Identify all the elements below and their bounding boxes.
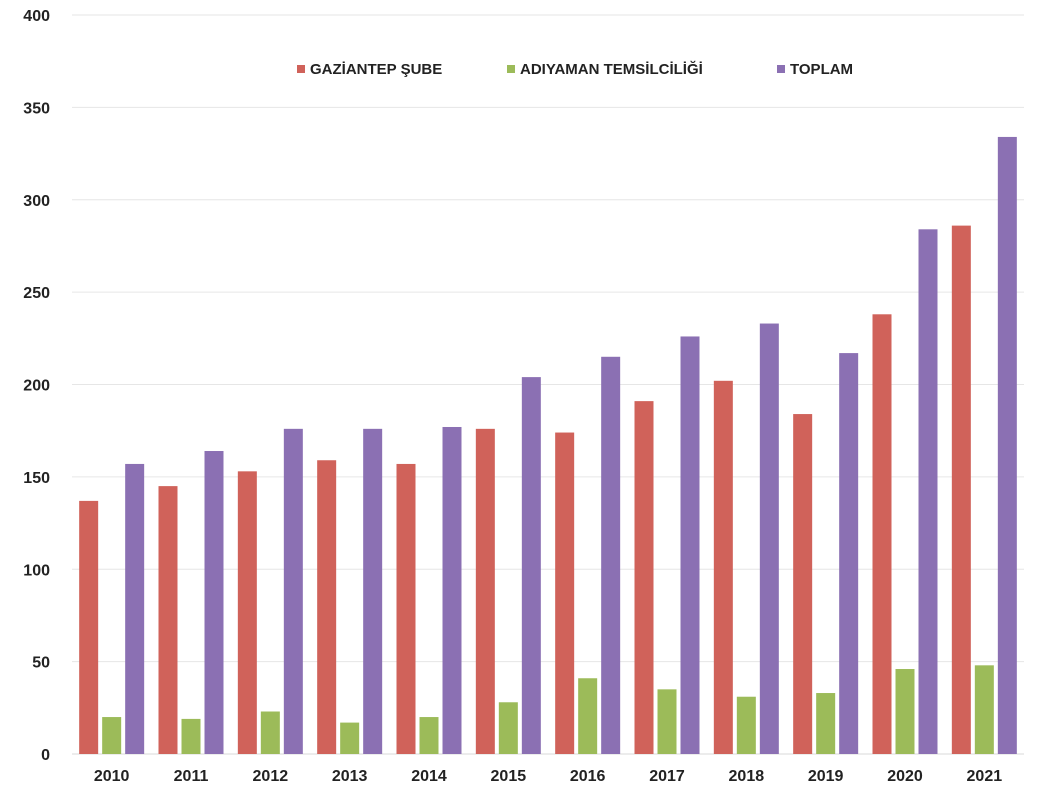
bar-2020-series-3: [918, 229, 938, 754]
bar-2011-series-1: [158, 486, 178, 754]
bar-2014-series-1: [396, 463, 416, 754]
y-tick-label: 100: [23, 562, 50, 579]
legend-label: GAZİANTEP ŞUBE: [310, 61, 442, 78]
bar-2017-series-1: [634, 401, 654, 754]
x-tick-label: 2011: [174, 768, 209, 785]
x-tick-label: 2012: [253, 768, 289, 785]
y-tick-label: 200: [23, 378, 50, 395]
x-tick-label: 2017: [649, 768, 685, 785]
x-tick-label: 2010: [94, 768, 130, 785]
bars: [79, 136, 1017, 755]
x-tick-label: 2016: [570, 768, 606, 785]
y-tick-label: 250: [23, 285, 50, 302]
bar-2015-series-1: [475, 428, 495, 754]
x-tick-label: 2015: [491, 768, 527, 785]
legend-swatch: [507, 65, 515, 73]
bar-2010-series-3: [125, 463, 145, 754]
bar-2012-series-3: [283, 428, 303, 754]
x-tick-label: 2018: [729, 768, 765, 785]
bar-2015-series-2: [498, 702, 518, 754]
bar-2011-series-3: [204, 451, 224, 754]
bar-2010-series-2: [102, 717, 122, 754]
y-tick-label: 400: [23, 8, 50, 25]
bar-2014-series-2: [419, 717, 439, 754]
bar-2020-series-2: [895, 669, 915, 754]
bar-2012-series-1: [237, 471, 257, 754]
bar-2018-series-2: [736, 696, 756, 754]
y-tick-label: 300: [23, 193, 50, 210]
bar-2011-series-2: [181, 718, 201, 754]
bar-2021-series-2: [974, 665, 994, 754]
bar-2021-series-1: [951, 225, 971, 755]
legend-swatch: [297, 65, 305, 73]
gridlines: [72, 14, 1024, 755]
x-axis-ticks: 2010 2011 2012 2013 2014 2015 2016 2017 2018 2019…: [94, 768, 1002, 785]
x-tick-label: 2019: [808, 768, 844, 785]
bar-2019-series-2: [816, 693, 836, 754]
x-tick-label: 2013: [332, 768, 368, 785]
bar-2016-series-2: [578, 678, 598, 754]
bar-2017-series-3: [680, 336, 700, 754]
legend-label: ADIYAMAN TEMSİLCİLİĞİ: [520, 60, 703, 78]
bar-2015-series-3: [521, 377, 541, 754]
y-tick-label: 0: [41, 747, 50, 764]
bar-2018-series-1: [713, 380, 733, 754]
bar-2019-series-3: [839, 353, 859, 754]
bar-2012-series-2: [260, 711, 280, 754]
bar-2010-series-1: [79, 500, 99, 754]
bar-2013-series-3: [363, 428, 383, 754]
y-tick-label: 50: [32, 655, 50, 672]
bar-2021-series-3: [997, 136, 1017, 754]
y-axis-ticks: 0 50 100 150 200 250 300 350 400: [23, 8, 50, 764]
x-tick-label: 2020: [887, 768, 923, 785]
bar-2020-series-1: [872, 314, 892, 754]
bar-2014-series-3: [442, 426, 462, 754]
bar-2018-series-3: [759, 323, 779, 754]
bar-2013-series-1: [317, 460, 337, 754]
x-tick-label: 2021: [967, 768, 1003, 785]
y-tick-label: 150: [23, 470, 50, 487]
bar-2013-series-2: [340, 722, 360, 754]
bar-2016-series-3: [601, 356, 621, 754]
y-tick-label: 350: [23, 100, 50, 117]
x-tick-label: 2014: [411, 768, 447, 785]
bar-2017-series-2: [657, 689, 677, 754]
legend-label: TOPLAM: [790, 61, 853, 78]
legend-swatch: [777, 65, 785, 73]
bar-2016-series-1: [555, 432, 575, 754]
bar-2019-series-1: [793, 414, 813, 754]
legend: GAZİANTEP ŞUBE ADIYAMAN TEMSİLCİLİĞİ TOPLA…: [297, 60, 853, 78]
